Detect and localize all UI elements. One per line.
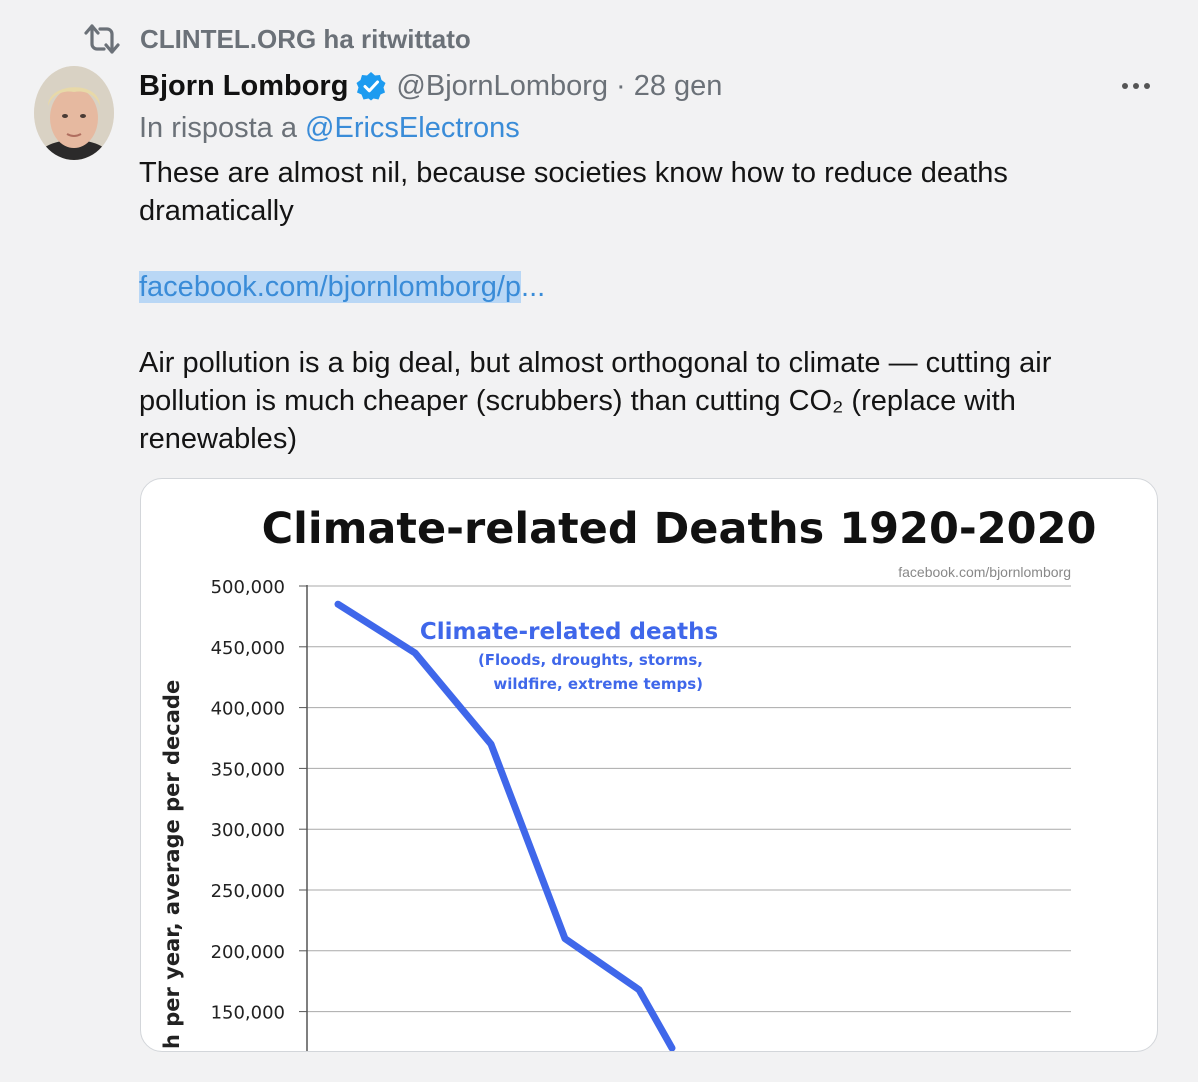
reply-prefix: In risposta a <box>139 112 306 144</box>
chart-image-card[interactable]: Climate-related Deaths 1920-2020 faceboo… <box>140 478 1158 1052</box>
climate-deaths-chart: Climate-related Deaths 1920-2020 faceboo… <box>160 504 1097 1051</box>
y-tick-label: 400,000 <box>211 699 285 720</box>
retweet-icon <box>84 24 120 54</box>
reply-context: In risposta a @EricsElectrons <box>139 112 520 145</box>
retweet-indicator: CLINTEL.ORG ha ritwittato <box>82 22 471 56</box>
y-tick-label: 250,000 <box>211 881 285 902</box>
facebook-link-ellipsis: ... <box>521 271 546 303</box>
y-tick-label: 500,000 <box>211 577 285 598</box>
avatar[interactable] <box>34 66 114 160</box>
retweeted-by-text: CLINTEL.ORG ha ritwittato <box>140 23 471 54</box>
separator-dot: · <box>616 69 626 102</box>
tweet-date[interactable]: 28 gen <box>633 69 723 102</box>
chart-title: Climate-related Deaths 1920-2020 <box>262 504 1097 554</box>
reply-mention-link[interactable]: @EricsElectrons <box>305 112 520 144</box>
y-axis-label: h per year, average per decade <box>160 680 184 1049</box>
y-tick-label: 450,000 <box>211 638 285 659</box>
tweet-text-paragraph-2: Air pollution is a big deal, but almost … <box>139 347 1052 455</box>
facebook-link[interactable]: facebook.com/bjornlomborg/p... <box>139 268 545 306</box>
author-name[interactable]: Bjorn Lomborg <box>139 69 349 102</box>
tweet-header: Bjorn Lomborg @BjornLomborg · 28 gen <box>139 66 722 106</box>
series-note-line-2: wildfire, extreme temps) <box>493 675 703 693</box>
author-handle[interactable]: @BjornLomborg <box>396 69 609 102</box>
facebook-link-selected-text: facebook.com/bjornlomborg/p <box>139 271 522 303</box>
verified-badge-icon <box>356 72 386 101</box>
y-tick-label: 350,000 <box>211 759 285 780</box>
y-tick-label: 300,000 <box>211 820 285 841</box>
more-options-icon[interactable] <box>1122 76 1158 96</box>
chart-watermark: facebook.com/bjornlomborg <box>898 564 1071 580</box>
series-note-line-1: (Floods, droughts, storms, <box>478 651 703 669</box>
tweet-text-paragraph-1: These are almost nil, because societies … <box>139 157 1008 227</box>
series-line-climate-deaths <box>334 600 676 1051</box>
series-label: Climate-related deaths <box>420 619 718 645</box>
avatar-image <box>34 66 114 160</box>
y-tick-label: 150,000 <box>211 1003 285 1024</box>
y-tick-label: 200,000 <box>211 942 285 963</box>
